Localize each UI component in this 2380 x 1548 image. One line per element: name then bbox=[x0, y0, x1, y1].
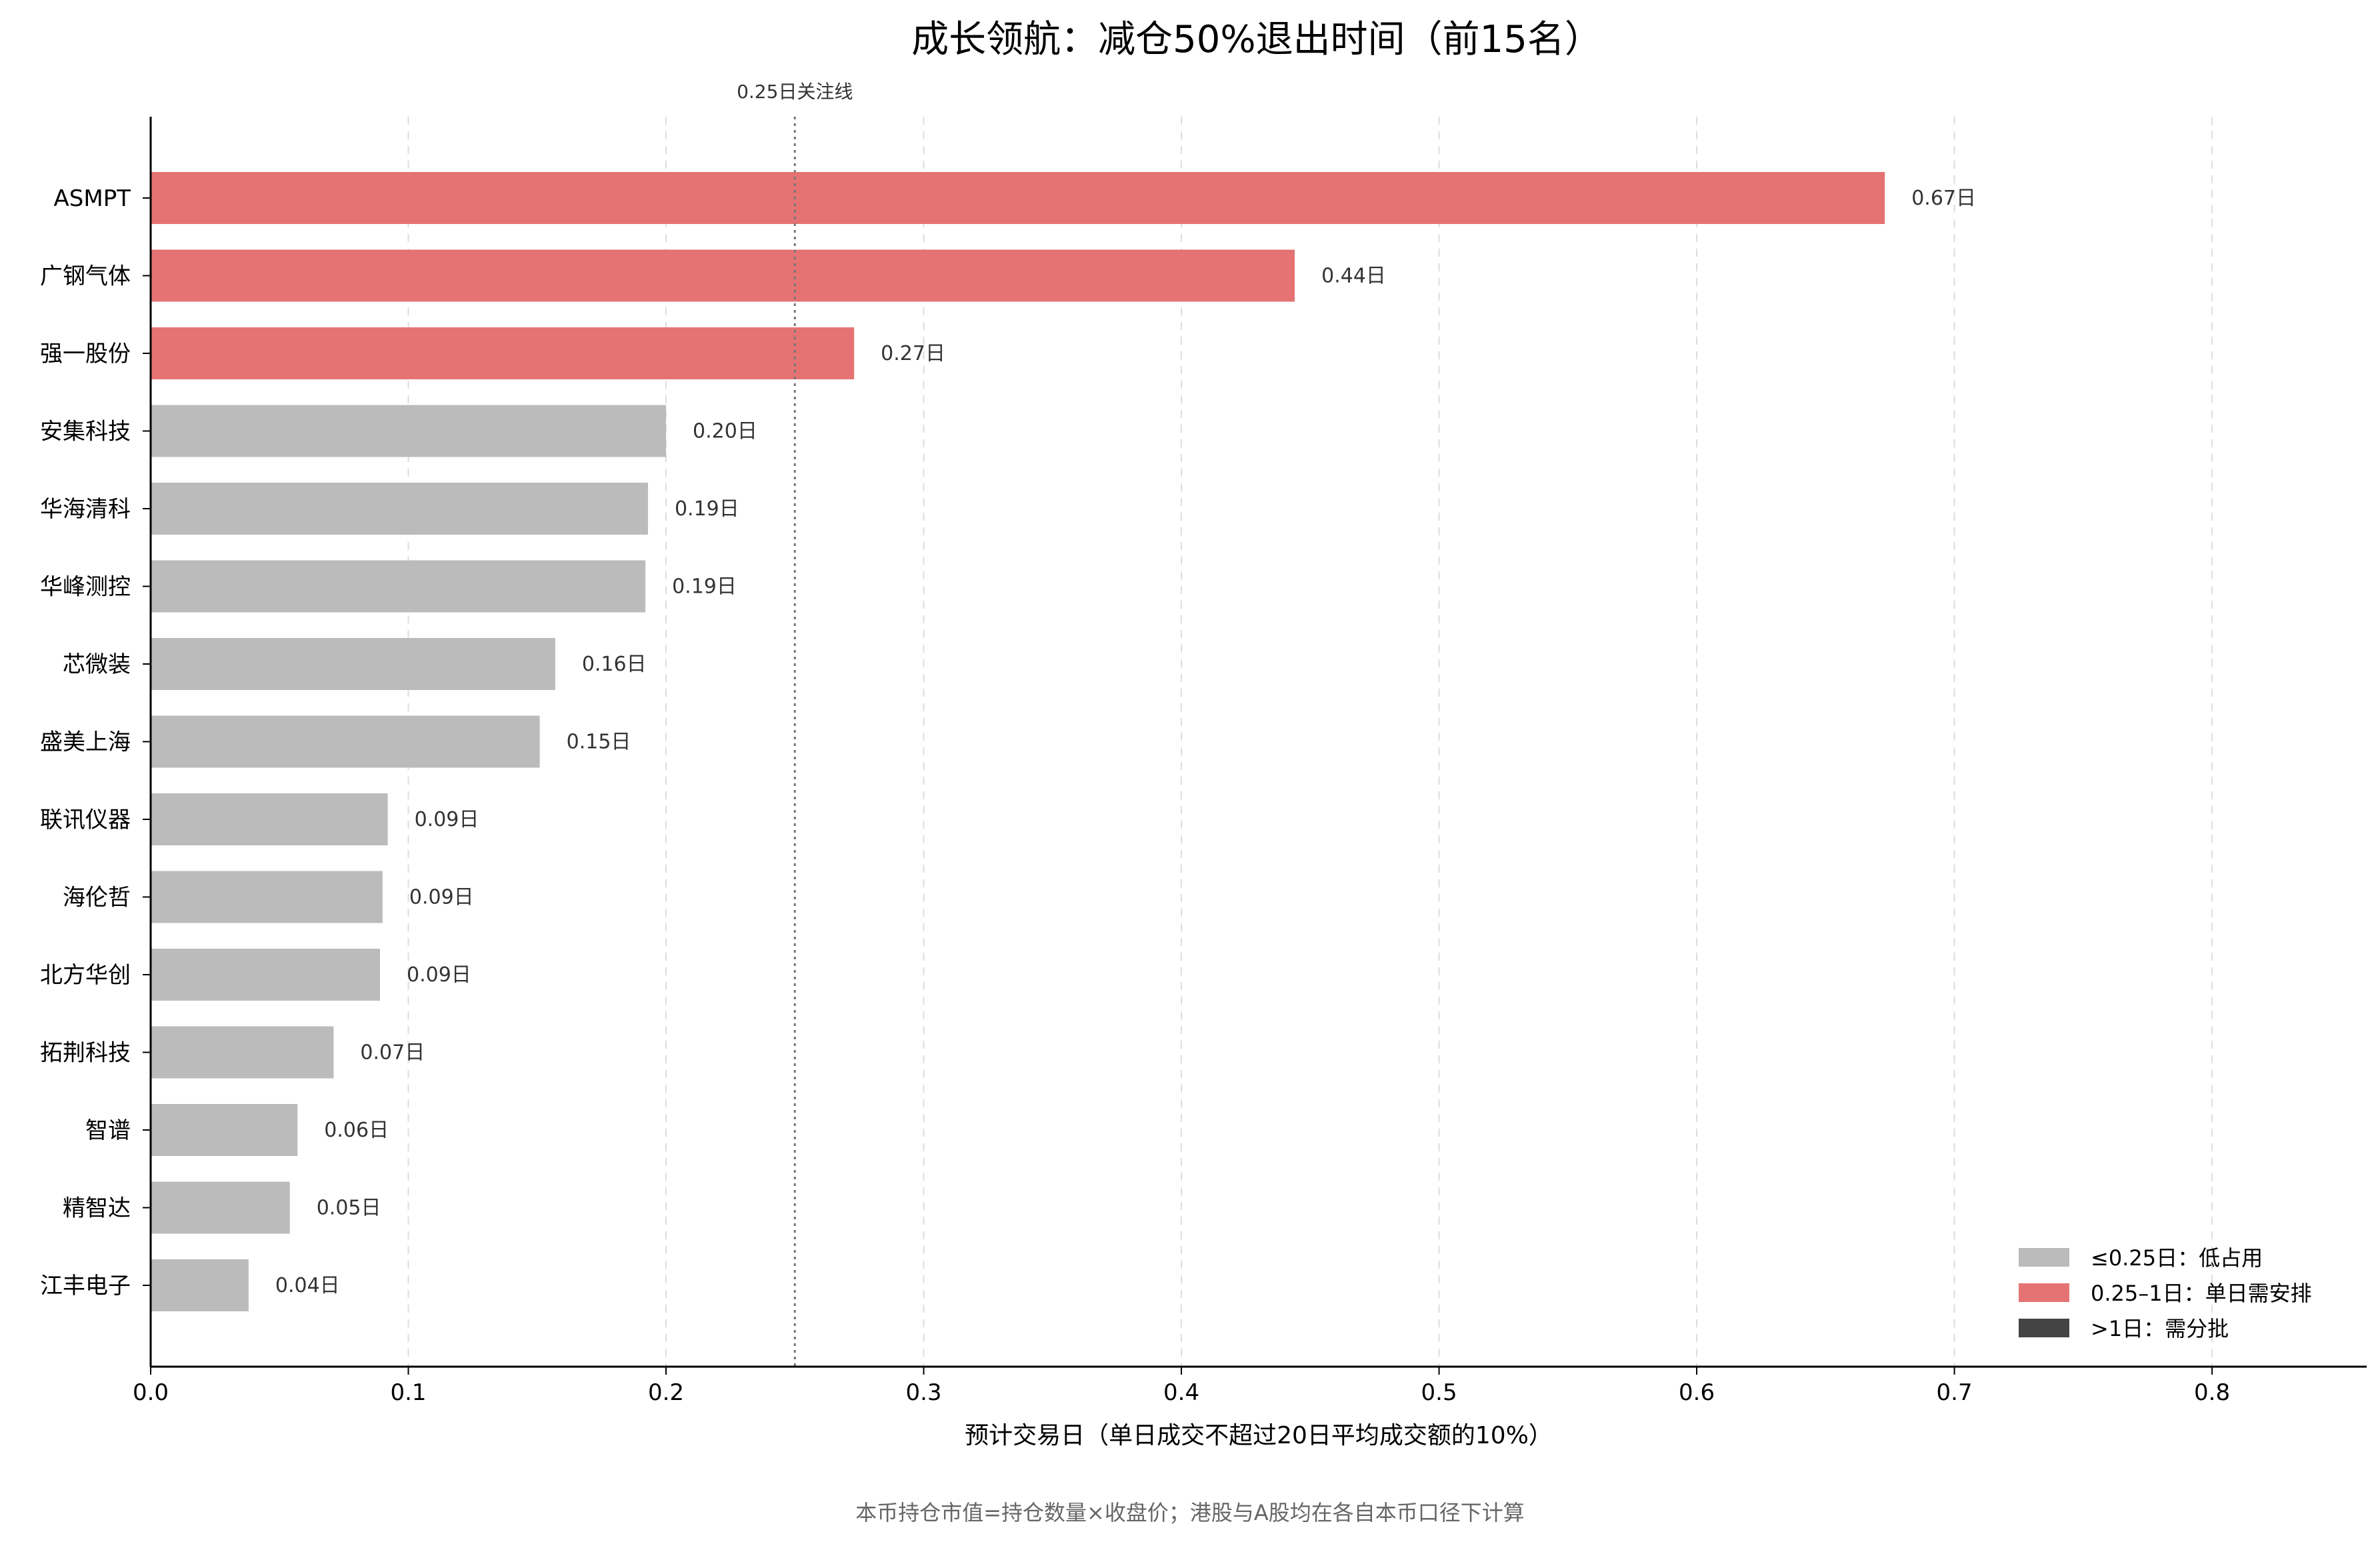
bar bbox=[151, 1181, 290, 1234]
x-tick-label: 0.4 bbox=[1163, 1379, 1199, 1406]
bar-value-label: 0.20日 bbox=[693, 420, 757, 443]
bar-value-label: 0.09日 bbox=[415, 808, 479, 831]
y-tick-label: 华峰测控 bbox=[40, 574, 131, 601]
y-tick-label: 海伦哲 bbox=[63, 885, 131, 911]
x-axis-title: 预计交易日（单日成交不超过20日平均成交额的10%） bbox=[965, 1422, 1553, 1449]
reference-line-label: 0.25日关注线 bbox=[737, 81, 853, 103]
y-tick-label: 盛美上海 bbox=[40, 729, 131, 756]
bar-value-label: 0.05日 bbox=[317, 1197, 381, 1220]
y-tick-label: 华海清科 bbox=[40, 496, 131, 523]
bars-layer bbox=[151, 172, 1885, 1311]
x-tick-label: 0.3 bbox=[905, 1379, 941, 1406]
x-tick-label: 0.8 bbox=[2194, 1379, 2230, 1406]
bar-value-label: 0.19日 bbox=[672, 575, 737, 599]
grid-layer bbox=[407, 117, 2213, 1367]
chart-legend: ≤0.25日：低占用 0.25–1日：单日需安排 >1日：需分批 bbox=[2019, 1245, 2312, 1341]
y-tick-label: 联讯仪器 bbox=[40, 807, 131, 833]
bar bbox=[151, 949, 380, 1001]
value-labels-layer: 0.67日 0.44日 0.27日 0.20日 0.19日 0.19日 0.16日 0.15日… bbox=[275, 187, 1976, 1297]
x-tick-label: 0.5 bbox=[1421, 1379, 1457, 1406]
x-tick-label: 0.0 bbox=[133, 1379, 169, 1406]
bar-value-label: 0.67日 bbox=[1911, 187, 1976, 210]
legend-swatch bbox=[2019, 1319, 2069, 1337]
x-tick-label: 0.6 bbox=[1679, 1379, 1715, 1406]
y-tick-label: 芯微装 bbox=[63, 651, 131, 678]
reference-layer: 0.25日关注线 bbox=[737, 81, 853, 1367]
bar-value-label: 0.04日 bbox=[275, 1274, 340, 1297]
y-tick-label: 精智达 bbox=[63, 1195, 131, 1222]
chart-title: 成长领航：减仓50%退出时间（前15名） bbox=[911, 18, 1602, 61]
y-tick-label: 强一股份 bbox=[40, 341, 131, 367]
legend-swatch bbox=[2019, 1283, 2069, 1302]
legend-label: 0.25–1日：单日需安排 bbox=[2091, 1281, 2312, 1306]
x-tick-label: 0.2 bbox=[648, 1379, 684, 1406]
y-tick-label: 拓荆科技 bbox=[40, 1040, 131, 1067]
bar bbox=[151, 715, 540, 768]
bar bbox=[151, 793, 388, 845]
bar-value-label: 0.15日 bbox=[567, 731, 631, 754]
y-tick-label: 江丰电子 bbox=[40, 1273, 131, 1299]
y-tick-label: 北方华创 bbox=[40, 962, 131, 989]
y-tick-label: 广钢气体 bbox=[40, 263, 131, 290]
bar-value-label: 0.07日 bbox=[360, 1041, 425, 1065]
bar-value-label: 0.16日 bbox=[582, 653, 647, 676]
bar bbox=[151, 871, 383, 923]
x-tick-label: 0.7 bbox=[1937, 1379, 1973, 1406]
bar bbox=[151, 405, 667, 457]
bar bbox=[151, 1026, 334, 1079]
bar-value-label: 0.06日 bbox=[324, 1119, 389, 1142]
bar-value-label: 0.09日 bbox=[409, 886, 474, 909]
bar bbox=[151, 483, 648, 535]
bar bbox=[151, 560, 646, 613]
bar bbox=[151, 638, 555, 690]
legend-swatch bbox=[2019, 1248, 2069, 1267]
y-tick-label: 安集科技 bbox=[40, 419, 131, 445]
bar bbox=[151, 249, 1295, 302]
bar-value-label: 0.27日 bbox=[881, 342, 945, 365]
bar bbox=[151, 1259, 249, 1311]
legend-label: >1日：需分批 bbox=[2091, 1316, 2229, 1341]
y-ticks-layer: ASMPT 广钢气体强一股份安集科技华海清科华峰测控芯微装盛美上海联讯仪器海伦哲北… bbox=[40, 185, 151, 1299]
bar-value-label: 0.44日 bbox=[1321, 265, 1386, 288]
x-tick-label: 0.1 bbox=[390, 1379, 426, 1406]
legend-label: ≤0.25日：低占用 bbox=[2091, 1245, 2263, 1271]
x-ticks-layer: 0.0 0.1 0.2 0.3 0.4 0.5 0.6 0.7 0.8 bbox=[133, 1367, 2230, 1406]
bar-value-label: 0.09日 bbox=[407, 963, 471, 987]
y-tick-label: 智谱 bbox=[85, 1117, 131, 1144]
chart-footnote: 本币持仓市值=持仓数量×收盘价；港股与A股均在各自本币口径下计算 bbox=[855, 1500, 1525, 1525]
bar bbox=[151, 1104, 298, 1156]
bar bbox=[151, 172, 1885, 224]
bar bbox=[151, 327, 855, 379]
y-tick-label: ASMPT bbox=[54, 185, 131, 212]
bar-value-label: 0.19日 bbox=[675, 497, 739, 521]
